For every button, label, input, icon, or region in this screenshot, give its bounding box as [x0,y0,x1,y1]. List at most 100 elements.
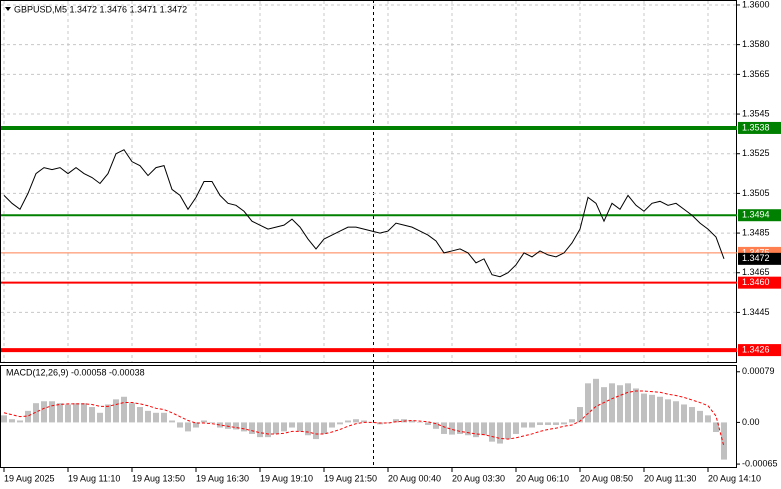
macd-bar [9,419,15,423]
macd-bar [177,422,183,428]
macd-bar [369,422,375,423]
macd-bar [161,412,167,423]
macd-bar [113,399,119,423]
macd-bar [361,420,367,423]
macd-bar [201,420,207,423]
macd-bar [561,422,567,425]
macd-bar [721,422,727,460]
y-tick-label: 1.3580 [742,39,770,49]
macd-bar [209,422,215,424]
macd-bar [545,422,551,425]
macd-bar [529,422,535,428]
macd-bar [513,422,519,434]
macd-bar [289,422,295,428]
level-label-box [738,276,781,289]
level-label: 1.3475 [742,247,770,257]
macd-bar [465,422,471,436]
macd-bar [217,422,223,428]
macd-bar [673,401,679,423]
x-tick-label: 19 Aug 13:50 [132,473,185,483]
macd-bar [409,420,415,423]
macd-bar [505,422,511,440]
x-tick-label: 19 Aug 19:10 [260,473,313,483]
macd-bar [153,412,159,423]
macd-bar [537,422,543,425]
x-tick-label: 20 Aug 03:30 [452,473,505,483]
macd-bar [137,407,143,423]
macd-bar [521,422,527,428]
macd-bar [681,404,687,423]
macd-bar [273,422,279,434]
macd-bar [265,422,271,438]
macd-bar [33,403,39,423]
price-line [3,149,725,278]
level-label: 1.3460 [742,277,770,287]
macd-bar [441,422,447,434]
macd-bar [225,422,231,429]
chart-title: GBPUSD,M5 1.3472 1.3476 1.3471 1.3472 [14,4,187,14]
macd-bar [129,403,135,423]
macd-bar [425,422,431,425]
macd-bar [249,422,255,434]
macd-bar [257,422,263,438]
macd-bar [697,410,703,423]
macd-bar [577,407,583,423]
y-tick-label: 1.3465 [742,267,770,277]
y-tick-label: 1.3485 [742,227,770,237]
macd-bar [81,403,87,423]
macd-bar [313,422,319,440]
y-tick-label: 1.3505 [742,188,770,198]
macd-bar [705,415,711,423]
x-tick-label: 19 Aug 2025 [4,473,55,483]
macd-bar [193,422,199,428]
level-label-box [738,121,781,134]
macd-bar [121,396,127,423]
level-label-box [738,344,781,357]
macd-bar [25,410,31,423]
macd-bar [169,420,175,423]
macd-bar [97,412,103,423]
x-tick-label: 20 Aug 06:10 [516,473,569,483]
x-tick-label: 19 Aug 21:50 [324,473,377,483]
signal-line [3,390,725,447]
macd-bar [321,422,327,434]
macd-bar [297,422,303,432]
macd-bar [233,422,239,430]
macd-bar [689,407,695,423]
macd-title: MACD(12,26,9) -0.00058 -0.00038 [6,367,145,377]
level-label: 1.3538 [742,122,770,132]
macd-bar [385,422,391,423]
macd-bar [105,404,111,423]
macd-bar [305,422,311,436]
macd-bar [625,383,631,423]
macd-bar [393,419,399,423]
price-pane [0,0,737,363]
last-price-label: 1.3472 [742,253,770,263]
macd-bar [617,385,623,423]
macd-bar [489,422,495,442]
macd-bar [553,422,559,425]
y-tick-label: -0.00065 [742,458,778,468]
macd-bar [57,403,63,423]
y-tick-label: 1.3565 [742,69,770,79]
macd-bar [417,422,423,423]
macd-bar [17,420,23,423]
macd-bar [641,393,647,423]
macd-bar [665,399,671,423]
macd-bar [569,419,575,423]
y-tick-label: 0.00 [742,417,760,427]
macd-bar [433,422,439,429]
macd-bar [49,401,55,423]
menu-triangle [5,7,11,11]
y-tick-label: 1.3525 [742,148,770,158]
level-label-box [738,209,781,222]
macd-bar [281,422,287,432]
y-tick-label: 1.3445 [742,307,770,317]
macd-bar [241,422,247,432]
x-tick-label: 19 Aug 11:10 [68,473,120,483]
macd-bar [601,387,607,423]
macd-bar [65,404,71,423]
macd-bar [473,422,479,438]
macd-bar [449,422,455,435]
macd-bar [145,410,151,423]
